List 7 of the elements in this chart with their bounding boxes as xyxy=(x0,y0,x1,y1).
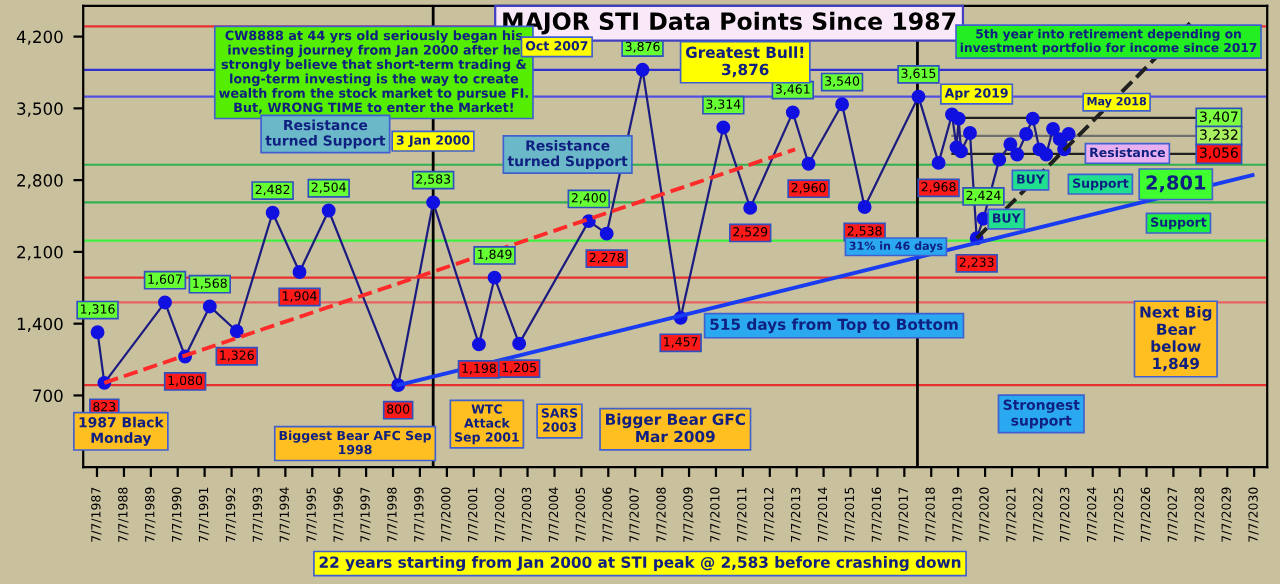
y-tick-label: 3,500 xyxy=(17,102,63,117)
y-tick-label: 2,800 xyxy=(17,174,63,189)
y-tick-label: 700 xyxy=(33,389,63,402)
y-tick-label: 2,100 xyxy=(17,245,63,261)
annotation: 2,801 xyxy=(1146,175,1206,193)
y-tick-label: 1,400 xyxy=(17,317,63,332)
y-tick-label: 4,200 xyxy=(16,30,63,45)
